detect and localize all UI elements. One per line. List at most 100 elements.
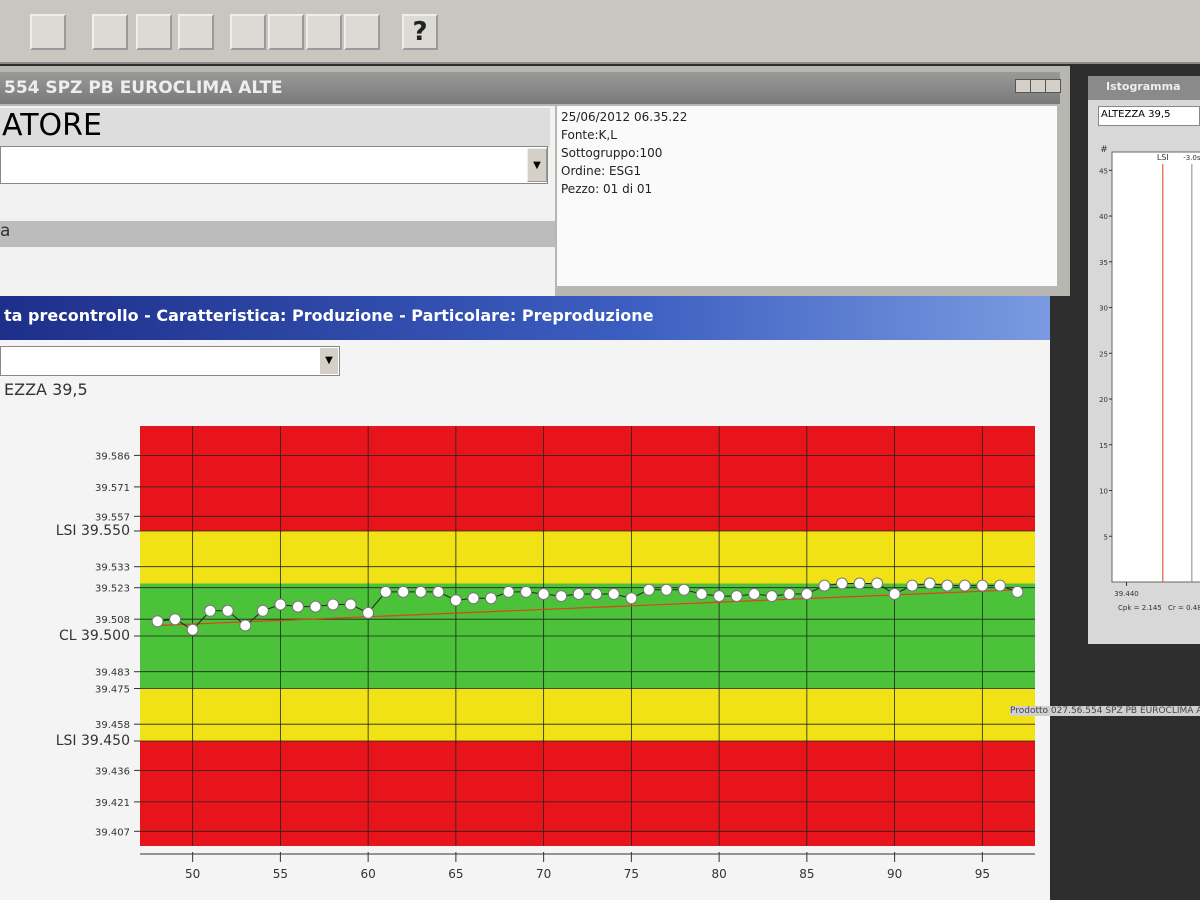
tool-button[interactable] bbox=[30, 14, 66, 50]
tool-button[interactable] bbox=[92, 14, 128, 50]
combo-arrow[interactable]: ▼ bbox=[320, 348, 338, 374]
info-panel: 25/06/2012 06.35.22 Fonte:K,L Sottogrupp… bbox=[557, 106, 1057, 286]
point bbox=[835, 577, 848, 590]
point bbox=[853, 577, 866, 590]
point bbox=[660, 583, 673, 596]
combo[interactable] bbox=[0, 146, 548, 184]
point bbox=[221, 604, 234, 617]
point bbox=[748, 588, 761, 600]
tool-button[interactable] bbox=[178, 14, 214, 50]
x-tick-label: 80 bbox=[711, 867, 726, 881]
point bbox=[818, 579, 831, 592]
histogram-title: Istogramma bbox=[1088, 76, 1200, 100]
zone bbox=[140, 688, 1035, 741]
y-tick-label: LSI 39.450 bbox=[56, 733, 130, 749]
x-tick-label: 50 bbox=[185, 867, 200, 881]
tool-button[interactable] bbox=[268, 14, 304, 50]
point bbox=[414, 585, 427, 598]
histogram-field: ALTEZZA 39,5 bbox=[1098, 106, 1200, 126]
tool-button[interactable] bbox=[306, 14, 342, 50]
point bbox=[449, 594, 462, 607]
y-tick-label: 35 bbox=[1099, 259, 1108, 267]
info-line: 25/06/2012 06.35.22 bbox=[561, 110, 688, 124]
plot-bg bbox=[1111, 151, 1200, 583]
point bbox=[274, 598, 287, 611]
point bbox=[642, 583, 655, 596]
y-tick-label: 5 bbox=[1104, 533, 1108, 541]
sigma-label: -3.0s bbox=[1183, 154, 1200, 162]
point bbox=[169, 613, 182, 626]
characteristic: EZZA 39,5 bbox=[4, 380, 88, 399]
point bbox=[309, 600, 322, 613]
combo[interactable] bbox=[0, 346, 340, 376]
x-tick-label: 85 bbox=[799, 867, 814, 881]
trend-line bbox=[157, 589, 1018, 627]
point bbox=[607, 588, 620, 600]
point bbox=[204, 604, 217, 617]
point bbox=[993, 579, 1006, 592]
point bbox=[239, 619, 252, 632]
close[interactable] bbox=[1045, 79, 1061, 93]
y-tick-label: 25 bbox=[1099, 350, 1108, 358]
maximize[interactable] bbox=[1030, 79, 1046, 93]
point bbox=[397, 585, 410, 598]
point bbox=[713, 590, 726, 603]
tool-button[interactable] bbox=[136, 14, 172, 50]
y-tick-label: 39.458 bbox=[95, 720, 130, 731]
point bbox=[379, 585, 392, 598]
point bbox=[958, 579, 971, 592]
point bbox=[362, 606, 375, 619]
y-tick-label: LSI 39.550 bbox=[56, 523, 130, 539]
y-tick-label: 20 bbox=[1099, 396, 1108, 404]
chart-window: ta precontrollo - Caratteristica: Produz… bbox=[0, 296, 1050, 900]
point bbox=[186, 623, 199, 636]
zone bbox=[140, 741, 1035, 846]
point bbox=[537, 588, 550, 600]
status-bar: Prodotto 027.56.554 SPZ PB EUROCLIMA ALT… bbox=[1010, 706, 1200, 716]
point bbox=[1011, 585, 1024, 598]
y-tick-label: 39.523 bbox=[95, 584, 130, 595]
y-tick-label: 15 bbox=[1099, 442, 1108, 450]
toolbar: ? bbox=[0, 0, 1200, 64]
point bbox=[871, 577, 884, 590]
lsi-label: LSI bbox=[1157, 153, 1169, 162]
tool-button[interactable] bbox=[344, 14, 380, 50]
point bbox=[783, 588, 796, 600]
x-tick-label: 65 bbox=[448, 867, 463, 881]
point bbox=[555, 590, 568, 603]
combo-arrow[interactable]: ▼ bbox=[527, 148, 547, 182]
y-tick-label: 40 bbox=[1099, 213, 1108, 221]
point bbox=[151, 615, 164, 628]
x-tick-label: 55 bbox=[273, 867, 288, 881]
window-title: 554 SPZ PB EUROCLIMA ALTE bbox=[0, 72, 1060, 104]
annotation: Cpk = 2.145 bbox=[1118, 604, 1162, 612]
info-line: Sottogruppo:100 bbox=[561, 146, 663, 160]
info-line: Pezzo: 01 di 01 bbox=[561, 182, 653, 196]
help-button[interactable]: ? bbox=[402, 14, 438, 50]
info-line: Fonte:K,L bbox=[561, 128, 617, 142]
point bbox=[695, 588, 708, 600]
point bbox=[520, 585, 533, 598]
strip: a bbox=[0, 221, 555, 247]
y-tick-label: 10 bbox=[1099, 488, 1108, 496]
point bbox=[327, 598, 340, 611]
y-tick-label: 39.483 bbox=[95, 668, 130, 679]
y-tick-label: 30 bbox=[1099, 305, 1108, 313]
histogram-window: Istogramma ALTEZZA 39,5 #5 10 15 20 25 30 35 40… bbox=[1088, 76, 1200, 644]
point bbox=[432, 585, 445, 598]
point bbox=[590, 588, 603, 600]
point bbox=[625, 592, 638, 605]
y-tick-label: 39.508 bbox=[95, 615, 130, 626]
y-tick-label: CL 39.500 bbox=[59, 628, 130, 644]
tool-button[interactable] bbox=[230, 14, 266, 50]
point bbox=[800, 588, 813, 600]
point bbox=[730, 590, 743, 603]
point bbox=[344, 598, 357, 611]
point bbox=[765, 590, 778, 603]
minimize[interactable] bbox=[1015, 79, 1031, 93]
x-tick-label: 95 bbox=[975, 867, 990, 881]
chart-window-title: ta precontrollo - Caratteristica: Produz… bbox=[0, 296, 1050, 340]
point bbox=[484, 592, 497, 605]
y-tick-label: 39.407 bbox=[95, 827, 130, 838]
